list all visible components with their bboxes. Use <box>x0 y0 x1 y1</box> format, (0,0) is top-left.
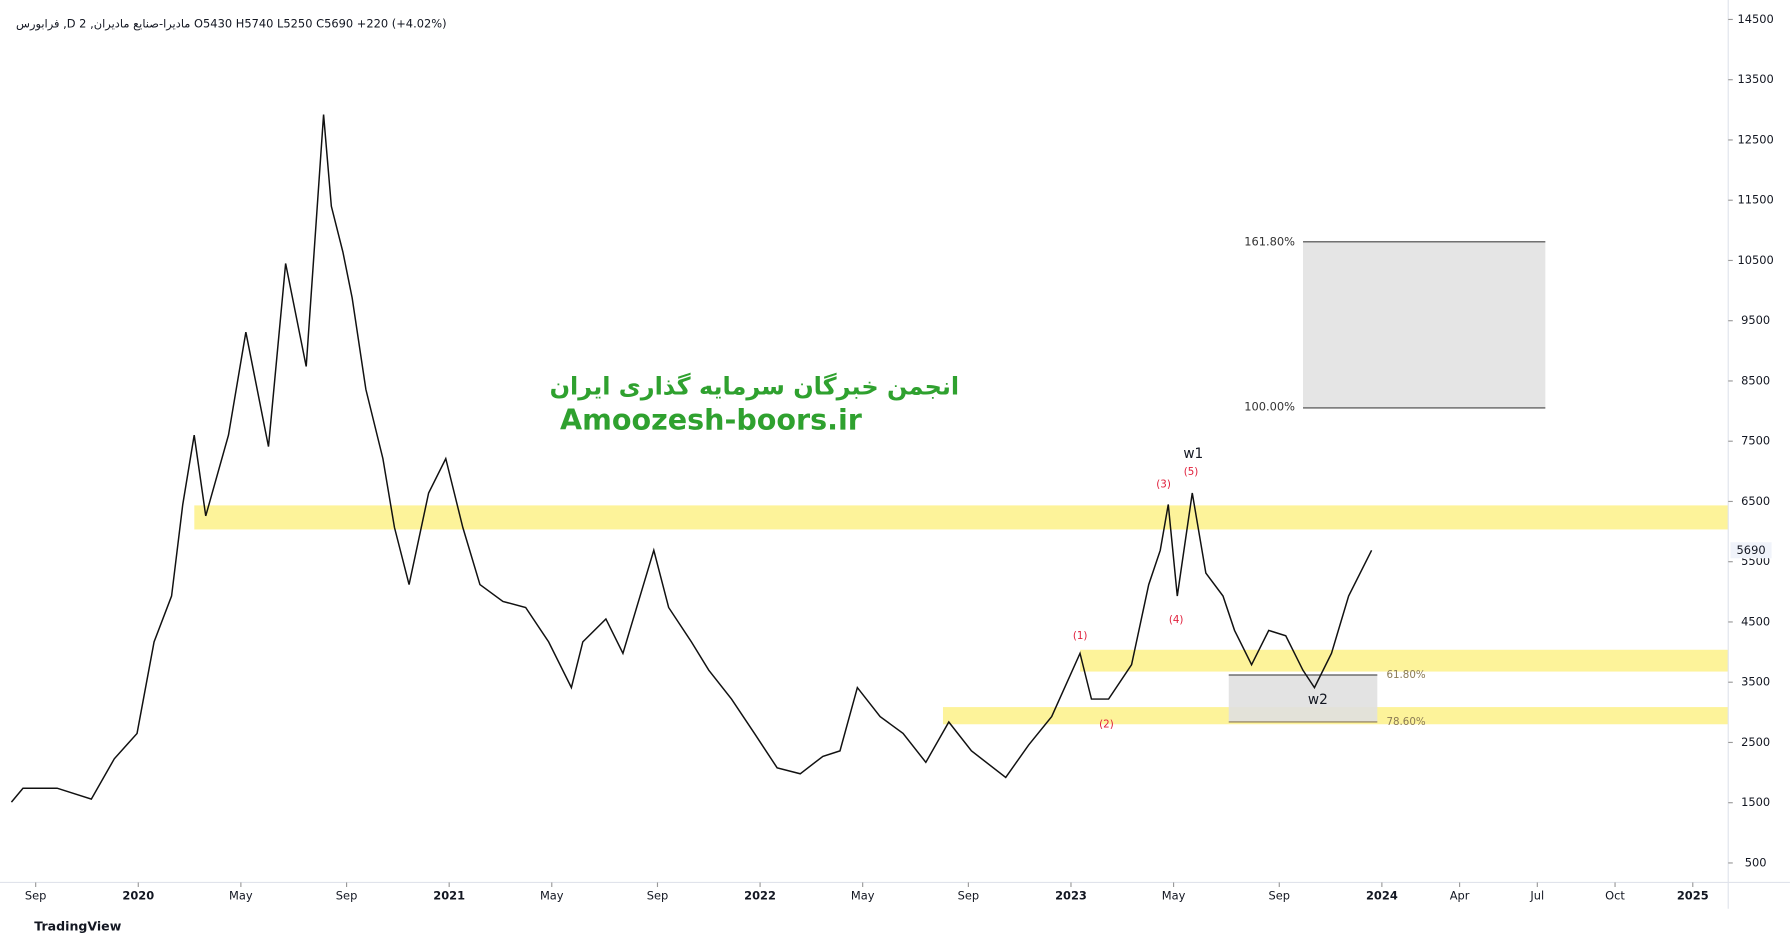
price-line <box>10 114 1373 803</box>
y-tick-label: 7500 <box>1741 434 1770 448</box>
y-tick-label: 1500 <box>1741 795 1770 809</box>
wave-label: (1) <box>1073 630 1088 642</box>
y-tick-label: 10500 <box>1737 253 1773 267</box>
x-tick-label: May <box>851 889 875 903</box>
fib-box <box>1228 674 1378 722</box>
fib-label: 161.80% <box>1244 234 1295 248</box>
y-tick-label: 9500 <box>1741 313 1770 327</box>
x-tick-label: 2024 <box>1366 889 1398 903</box>
y-tick-label: 500 <box>1745 855 1767 869</box>
x-tick-label: Sep <box>336 889 358 903</box>
x-tick-label: May <box>1162 889 1186 903</box>
x-tick-label: Sep <box>1269 889 1291 903</box>
y-tick-label: 11500 <box>1737 193 1773 207</box>
y-tick-label: 3500 <box>1741 675 1770 689</box>
x-tick-label: Sep <box>25 889 47 903</box>
fib-label: 100.00% <box>1244 399 1295 413</box>
x-tick-label: May <box>540 889 564 903</box>
zone <box>1080 649 1729 672</box>
y-tick-label: 12500 <box>1737 132 1773 146</box>
y-tick-label: 13500 <box>1737 72 1773 86</box>
y-tick-label: 14500 <box>1737 12 1773 26</box>
watermark: انجمن خبرگان سرمایه گذاری ایران <box>550 372 960 400</box>
fib-box <box>1303 241 1546 408</box>
x-tick-label: Sep <box>958 889 980 903</box>
x-tick-label: May <box>229 889 253 903</box>
plot: 5001500250035004500550065007500850095001… <box>10 12 1774 903</box>
wave-label: w2 <box>1308 692 1328 708</box>
x-tick-label: Apr <box>1450 889 1470 903</box>
x-tick-label: Sep <box>647 889 669 903</box>
brand[interactable]: TradingView <box>34 919 121 934</box>
x-tick-label: 2025 <box>1677 889 1709 903</box>
fib-label: 78.60% <box>1386 716 1425 728</box>
x-tick-label: Oct <box>1605 889 1625 903</box>
last-price-box <box>1730 542 1772 559</box>
x-tick-label: 2021 <box>433 889 465 903</box>
wave-label: (4) <box>1169 614 1184 626</box>
wave-label: w1 <box>1183 446 1203 462</box>
fib-label: 61.80% <box>1386 669 1425 681</box>
y-tick-label: 8500 <box>1741 373 1770 387</box>
wave-label: (2) <box>1099 718 1114 730</box>
x-tick-label: 2020 <box>122 889 154 903</box>
zone <box>194 505 1729 530</box>
wave-label: (3) <box>1156 479 1171 491</box>
x-tick-label: 2023 <box>1055 889 1087 903</box>
last-price-label: 5690 <box>1737 543 1766 557</box>
header: فرابورس ,D مادیرا-صنایع مادیران, 2 O5430… <box>16 17 447 32</box>
y-tick-label: 4500 <box>1741 614 1770 628</box>
x-tick-label: Jul <box>1529 889 1544 903</box>
wave-label: (5) <box>1184 466 1199 478</box>
watermark: Amoozesh-boors.ir <box>560 403 863 437</box>
y-tick-label: 6500 <box>1741 494 1770 508</box>
x-tick-label: 2022 <box>744 889 776 903</box>
y-tick-label: 2500 <box>1741 735 1770 749</box>
